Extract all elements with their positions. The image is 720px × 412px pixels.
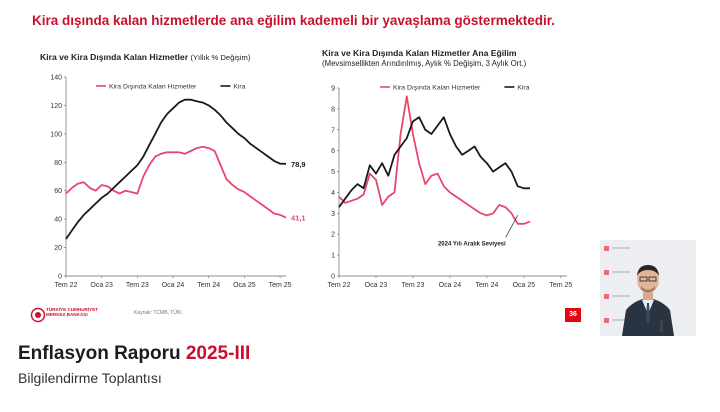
left-y-tick-label: 120: [50, 103, 62, 110]
left-y-tick-label: 140: [50, 75, 62, 82]
right-series-line-1: [338, 116, 530, 208]
left-x-tick-label: Oca 24: [162, 282, 185, 289]
right-y-tick-label: 1: [331, 253, 335, 260]
right-y-tick-label: 8: [331, 106, 335, 113]
left-chart-title: Kira ve Kira Dışında Kalan Hizmetler (Yı…: [40, 52, 250, 62]
left-y-tick-label: 0: [58, 274, 62, 281]
right-y-tick-label: 4: [331, 190, 335, 197]
left-end-label-1: 78,9: [291, 160, 306, 169]
left-x-tick-label: Oca 23: [90, 282, 113, 289]
slide-headline: Kira dışında kalan hizmetlerde ana eğili…: [32, 13, 555, 28]
page-number-badge: 36: [565, 308, 581, 322]
right-annotation-label: 2024 Yılı Aralık Seviyesi: [438, 241, 506, 247]
left-x-tick-label: Tem 23: [126, 282, 149, 289]
source-note: Kaynak: TCMB, TÜİK.: [134, 310, 183, 316]
left-end-label-0: 41,1: [291, 214, 306, 223]
left-legend-label-1: Kira: [233, 84, 245, 91]
logo-line-1: TÜRKİYE CUMHURİYET: [46, 307, 99, 312]
right-chart-subtitle: (Mevsimsellikten Arındırılmış, Aylık % D…: [322, 59, 527, 68]
left-x-tick-label: Oca 25: [233, 282, 256, 289]
speaker-avatar-icon: [600, 240, 696, 336]
right-y-tick-label: 2: [331, 232, 335, 239]
left-chart-title-paren: (Yıllık % Değişim): [190, 53, 251, 62]
right-x-tick-label: Tem 22: [328, 282, 351, 289]
left-y-tick-label: 100: [50, 131, 62, 138]
logo-line-2: MERKEZ BANKASI: [46, 312, 88, 318]
right-x-tick-label: Oca 23: [365, 282, 388, 289]
report-title: Enflasyon Raporu 2025-III: [18, 343, 250, 365]
right-x-tick-label: Oca 24: [439, 282, 462, 289]
left-y-tick-label: 40: [54, 217, 62, 224]
tcmb-logo-text: TÜRKİYE CUMHURİYET MERKEZ BANKASI: [46, 307, 98, 317]
right-chart-title: Kira ve Kira Dışında Kalan Hizmetler Ana…: [322, 48, 517, 58]
right-x-tick-label: Tem 23: [401, 282, 424, 289]
report-title-main: Enflasyon Raporu: [18, 343, 186, 364]
right-y-tick-label: 0: [331, 274, 335, 281]
tcmb-logo-icon: [30, 307, 46, 323]
speaker-video-feed: [600, 240, 696, 336]
right-series-line-0: [338, 95, 531, 225]
left-x-tick-label: Tem 22: [55, 282, 78, 289]
right-y-tick-label: 9: [331, 86, 335, 93]
left-legend-label-0: Kira Dışında Kalan Hizmetler: [109, 84, 197, 91]
left-y-tick-label: 20: [54, 245, 62, 252]
left-y-tick-label: 80: [54, 160, 62, 167]
right-y-tick-label: 7: [331, 127, 335, 134]
left-series-line-0: [65, 145, 287, 219]
right-x-tick-label: Oca 25: [513, 282, 536, 289]
right-annotation-arrow: [505, 215, 519, 238]
right-legend-label-0: Kira Dışında Kalan Hizmetler: [393, 85, 481, 92]
right-y-tick-label: 6: [331, 148, 335, 155]
right-y-tick-label: 5: [331, 169, 335, 176]
left-x-tick-label: Tem 24: [197, 282, 220, 289]
right-legend-label-1: Kira: [517, 85, 529, 92]
right-x-tick-label: Tem 24: [475, 282, 498, 289]
right-y-tick-label: 3: [331, 211, 335, 218]
left-x-tick-label: Tem 25: [269, 282, 292, 289]
left-y-tick-label: 60: [54, 188, 62, 195]
right-x-tick-label: Tem 25: [549, 282, 572, 289]
left-chart-title-bold: Kira ve Kira Dışında Kalan Hizmetler: [40, 52, 189, 62]
report-subtitle: Bilgilendirme Toplantısı: [18, 370, 162, 386]
left-series-line-1: [65, 98, 287, 240]
report-title-year: 2025-III: [185, 343, 251, 364]
